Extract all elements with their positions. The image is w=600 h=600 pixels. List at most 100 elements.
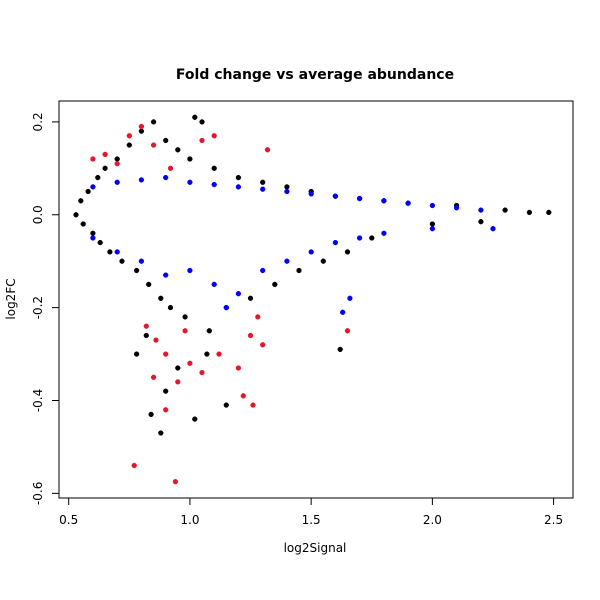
y-tick-label: -0.2 <box>31 296 45 319</box>
data-point-blue <box>332 193 339 199</box>
data-point-blue <box>340 309 346 315</box>
data-point-black <box>204 351 210 357</box>
data-point-black <box>320 258 326 264</box>
x-tick-label: 2.5 <box>544 513 563 527</box>
series-blue <box>90 174 496 315</box>
data-point-black <box>192 114 198 120</box>
data-point-black <box>73 212 79 218</box>
data-point-black <box>192 416 198 422</box>
data-point-red <box>131 462 137 469</box>
data-point-black <box>167 304 174 311</box>
data-point-blue <box>332 239 339 246</box>
data-point-black <box>337 346 343 353</box>
x-tick-label: 1.0 <box>180 513 199 527</box>
data-point-black <box>429 221 436 227</box>
points-layer <box>73 114 552 485</box>
chart-title: Fold change vs average abundance <box>176 67 454 83</box>
data-point-red <box>163 351 169 357</box>
data-point-red <box>150 374 157 380</box>
data-point-red <box>264 147 271 153</box>
data-point-black <box>97 239 103 246</box>
data-point-blue <box>235 291 242 297</box>
data-point-black <box>502 207 508 213</box>
data-point-black <box>546 209 552 216</box>
data-point-black <box>175 147 181 153</box>
data-point-blue <box>260 267 266 274</box>
data-point-blue <box>490 226 496 232</box>
data-point-black <box>260 179 266 185</box>
data-point-red <box>255 314 261 320</box>
data-point-red <box>182 328 188 334</box>
data-point-black <box>138 128 145 134</box>
data-point-blue <box>163 174 169 181</box>
data-point-red <box>153 337 159 343</box>
data-point-blue <box>429 202 436 209</box>
data-point-black <box>133 267 140 274</box>
data-point-blue <box>235 184 242 190</box>
data-point-black <box>235 174 242 181</box>
data-point-black <box>126 142 132 148</box>
data-point-red <box>211 133 217 139</box>
data-point-red <box>199 137 205 144</box>
x-axis-label: log2Signal <box>284 541 347 555</box>
data-point-black <box>272 281 278 288</box>
data-point-blue <box>405 200 411 206</box>
data-point-red <box>250 402 256 408</box>
y-tick-label: -0.6 <box>31 482 45 505</box>
data-point-red <box>260 342 266 348</box>
data-point-black <box>114 156 120 162</box>
data-point-red <box>240 393 246 399</box>
data-point-blue <box>90 184 96 190</box>
data-point-red <box>199 369 205 376</box>
data-point-red <box>216 351 222 357</box>
data-point-black <box>223 402 229 408</box>
data-point-black <box>344 249 351 255</box>
data-point-red <box>126 133 132 139</box>
data-point-blue <box>211 181 217 188</box>
y-axis-label: log2FC <box>4 278 18 319</box>
data-point-blue <box>429 226 436 232</box>
data-point-red <box>90 156 96 162</box>
data-point-blue <box>284 258 290 264</box>
data-point-black <box>369 235 375 241</box>
data-point-black <box>526 209 533 216</box>
data-point-black <box>296 267 302 274</box>
data-point-blue <box>308 249 314 255</box>
data-point-blue <box>381 198 387 204</box>
data-point-black <box>90 230 96 236</box>
data-point-blue <box>308 191 314 197</box>
data-point-blue <box>138 258 145 264</box>
data-point-red <box>143 323 149 329</box>
data-point-blue <box>187 267 193 274</box>
data-point-black <box>187 156 193 162</box>
data-point-black <box>146 281 152 288</box>
data-point-red <box>235 365 242 371</box>
data-point-black <box>102 165 108 171</box>
plot-frame <box>58 100 574 499</box>
data-point-blue <box>90 235 96 241</box>
data-point-black <box>158 295 164 301</box>
data-point-black <box>85 188 91 195</box>
data-point-red <box>138 123 145 130</box>
data-point-blue <box>223 304 229 311</box>
y-tick-label: 0.2 <box>31 112 45 131</box>
data-point-black <box>163 137 169 144</box>
data-point-black <box>163 388 169 394</box>
data-point-red <box>102 151 108 158</box>
data-point-black <box>143 332 149 339</box>
data-point-blue <box>284 188 290 195</box>
data-point-blue <box>356 195 363 202</box>
data-point-red <box>163 407 169 413</box>
data-point-blue <box>453 205 460 211</box>
data-point-blue <box>260 186 266 192</box>
x-tick-label: 0.5 <box>59 513 78 527</box>
data-point-blue <box>478 207 484 213</box>
data-point-black <box>107 249 113 255</box>
x-tick-label: 2.0 <box>423 513 442 527</box>
data-point-black <box>199 119 205 125</box>
x-axis: 0.5 1.0 1.5 2.0 2.5 <box>59 497 563 527</box>
data-point-red <box>175 379 181 385</box>
data-point-black <box>247 295 254 301</box>
data-point-black <box>158 430 164 436</box>
